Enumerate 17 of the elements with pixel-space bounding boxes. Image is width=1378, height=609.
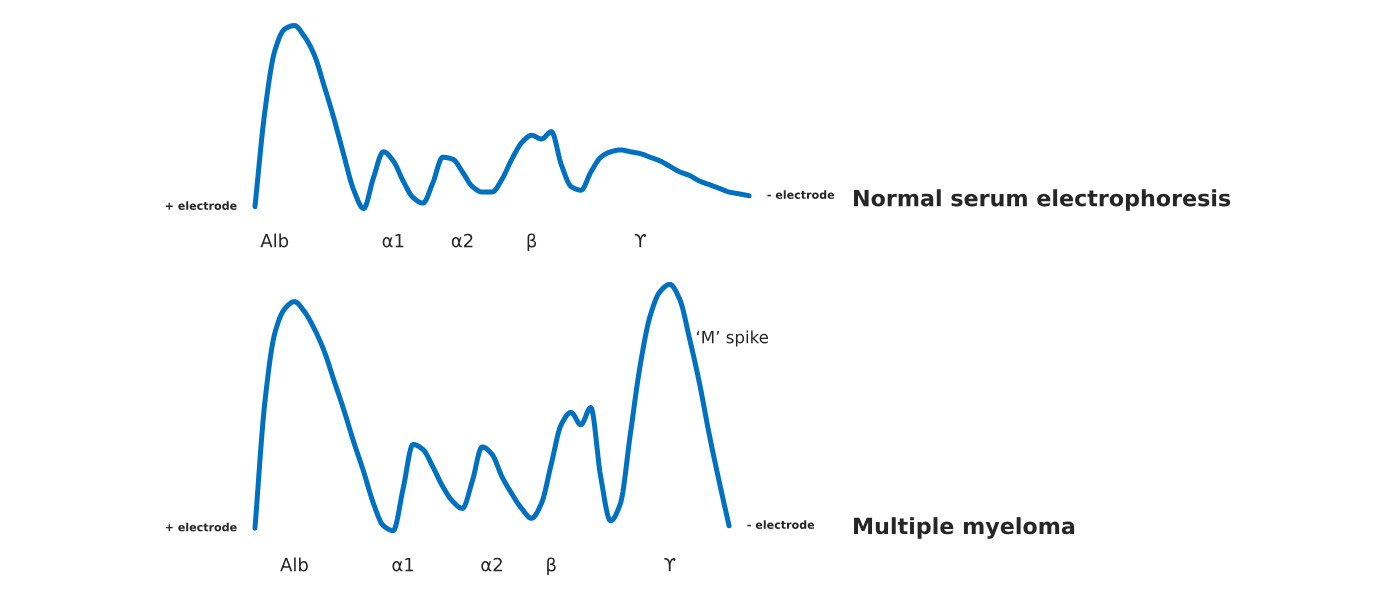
text: - electrode bbox=[747, 520, 815, 529]
x-tick-label: α1 bbox=[382, 234, 404, 248]
x-tick-label: β bbox=[527, 233, 537, 252]
x-tick-label: ϒ bbox=[664, 557, 676, 572]
text: Normal serum electrophoresis bbox=[854, 189, 1231, 211]
x-tick-label: α2 bbox=[451, 233, 473, 248]
x-tick-label: α2 bbox=[481, 557, 502, 572]
x-tick-label: β bbox=[547, 557, 556, 576]
text: - electrode bbox=[767, 190, 835, 199]
text: + electrode bbox=[165, 201, 237, 210]
text: + electrode bbox=[165, 522, 237, 532]
x-tick-label: α1 bbox=[392, 558, 414, 572]
x-tick-label: Alb bbox=[280, 557, 308, 572]
x-tick-label: Alb bbox=[260, 233, 289, 248]
x-tick-label: ϒ bbox=[634, 233, 647, 248]
text: Multiple myeloma bbox=[854, 517, 1075, 539]
annotation: ‘M’ spike bbox=[696, 330, 769, 347]
